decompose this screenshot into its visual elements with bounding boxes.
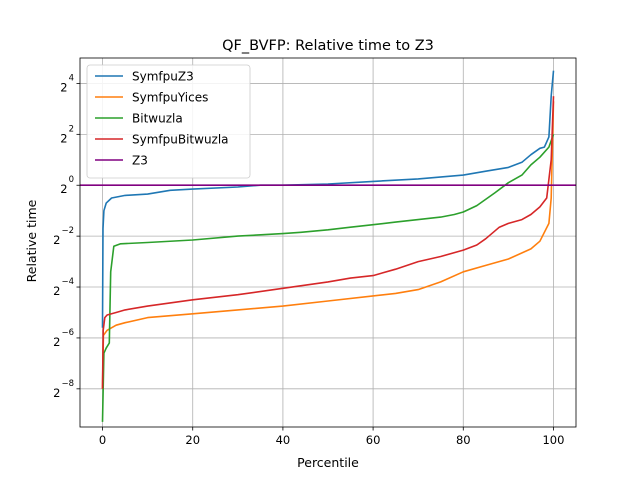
series-line-bitwuzla xyxy=(101,134,555,422)
legend-label: Z3 xyxy=(132,154,148,168)
legend-box xyxy=(86,64,251,179)
chart-title: QF_BVFP: Relative time to Z3 xyxy=(222,38,434,54)
y-tick-label: −82 xyxy=(53,379,74,400)
x-tick-label: 100 xyxy=(542,433,564,447)
y-tick-exponent: −2 xyxy=(61,226,74,236)
y-tick-exponent: 2 xyxy=(69,124,74,134)
legend-label: SymfpuZ3 xyxy=(132,70,194,84)
y-tick-base: 2 xyxy=(53,233,60,247)
y-tick-exponent: 4 xyxy=(69,73,74,83)
x-tick-label: 20 xyxy=(185,433,200,447)
x-tick-label: 80 xyxy=(456,433,471,447)
y-tick-label: 42 xyxy=(60,73,74,94)
y-tick-exponent: −6 xyxy=(61,328,74,338)
series-line-symfpubitwuzla xyxy=(101,96,555,389)
legend-label: SymfpuBitwuzla xyxy=(132,133,229,147)
y-tick-exponent: 0 xyxy=(69,175,74,185)
y-tick-base: 2 xyxy=(53,335,60,349)
x-tick-label: 0 xyxy=(99,433,106,447)
series-line-symfpuyices xyxy=(101,101,555,389)
y-axis-label: Relative time xyxy=(24,199,39,282)
series-line-symfpuz3 xyxy=(101,70,555,328)
y-tick-label: 02 xyxy=(60,175,74,196)
y-tick-base: 2 xyxy=(53,386,60,400)
legend: SymfpuZ3 SymfpuYices Bitwuzla SymfpuBitwuzl… xyxy=(86,64,251,179)
x-tick-label: 60 xyxy=(366,433,381,447)
series-layer xyxy=(80,70,576,422)
y-tick-label: −62 xyxy=(53,328,74,349)
axes-frame xyxy=(79,57,577,428)
x-tick-label: 40 xyxy=(276,433,291,447)
y-tick-label: 22 xyxy=(60,124,74,145)
legend-label: SymfpuYices xyxy=(132,91,208,105)
y-tick-base: 2 xyxy=(60,131,67,145)
y-tick-label: −42 xyxy=(53,277,74,298)
x-axis-label: Percentile xyxy=(297,455,359,470)
y-tick-base: 2 xyxy=(53,284,60,298)
legend-label: Bitwuzla xyxy=(132,112,183,126)
y-tick-base: 2 xyxy=(60,182,67,196)
y-tick-label: −22 xyxy=(53,226,74,247)
y-tick-base: 2 xyxy=(60,80,67,94)
y-tick-exponent: −4 xyxy=(61,277,74,287)
y-tick-exponent: −8 xyxy=(61,379,74,389)
